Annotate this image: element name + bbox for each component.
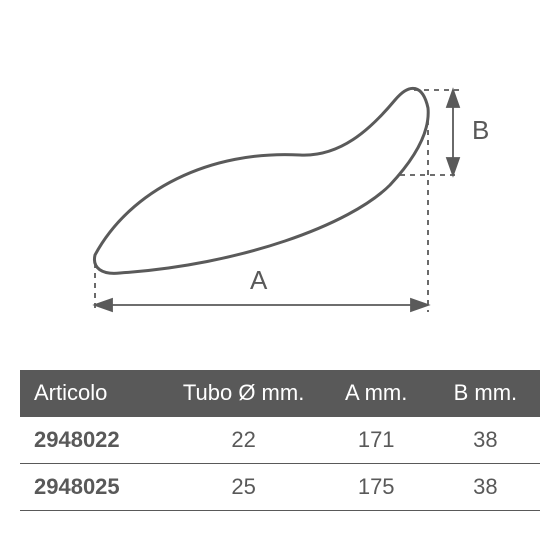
label-B: B bbox=[472, 115, 489, 146]
cell-a: 171 bbox=[322, 417, 431, 464]
cell-b: 38 bbox=[431, 417, 540, 464]
col-articolo: Articolo bbox=[20, 370, 166, 417]
diagram-svg bbox=[40, 60, 520, 340]
dimensions-table: Articolo Tubo Ø mm. A mm. B mm. 2948022 … bbox=[20, 370, 540, 511]
col-a: A mm. bbox=[322, 370, 431, 417]
cell-b: 38 bbox=[431, 464, 540, 511]
label-A: A bbox=[250, 265, 267, 296]
cell-articolo: 2948025 bbox=[20, 464, 166, 511]
table-row: 2948025 25 175 38 bbox=[20, 464, 540, 511]
spec-table: Articolo Tubo Ø mm. A mm. B mm. 2948022 … bbox=[20, 370, 540, 511]
technical-diagram: A B bbox=[40, 60, 520, 340]
product-outline bbox=[94, 88, 428, 273]
table-row: 2948022 22 171 38 bbox=[20, 417, 540, 464]
col-tubo: Tubo Ø mm. bbox=[166, 370, 322, 417]
cell-articolo: 2948022 bbox=[20, 417, 166, 464]
cell-tubo: 25 bbox=[166, 464, 322, 511]
cell-a: 175 bbox=[322, 464, 431, 511]
cell-tubo: 22 bbox=[166, 417, 322, 464]
page: A B Articolo Tubo Ø mm. A mm. B mm. bbox=[0, 0, 560, 560]
col-b: B mm. bbox=[431, 370, 540, 417]
table-header-row: Articolo Tubo Ø mm. A mm. B mm. bbox=[20, 370, 540, 417]
